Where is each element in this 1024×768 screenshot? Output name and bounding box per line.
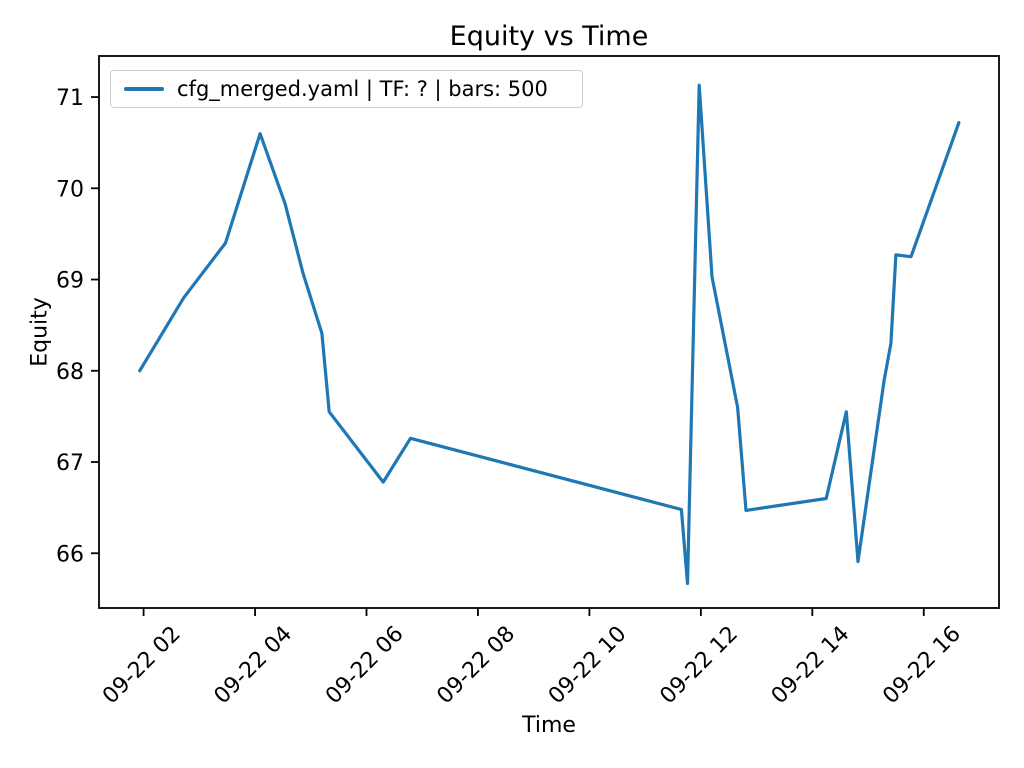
x-tick-label: 09-22 02	[98, 622, 186, 710]
legend: cfg_merged.yaml | TF: ? | bars: 500	[110, 70, 583, 108]
x-tick-label: 09-22 06	[321, 622, 409, 710]
x-tick-label: 09-22 14	[767, 622, 855, 710]
x-tick-label: 09-22 08	[432, 622, 520, 710]
y-tick-label: 70	[56, 177, 84, 202]
legend-series-label: cfg_merged.yaml | TF: ? | bars: 500	[177, 77, 548, 101]
y-tick-label: 67	[56, 451, 84, 476]
x-tick-label: 09-22 12	[655, 622, 743, 710]
chart-title: Equity vs Time	[449, 21, 649, 52]
x-tick-label: 09-22 10	[544, 622, 632, 710]
legend-line-sample	[124, 87, 164, 91]
y-tick-label: 66	[56, 542, 84, 567]
x-axis-label: Time	[522, 713, 576, 738]
y-tick-label: 71	[56, 86, 84, 111]
equity-line	[138, 83, 961, 586]
plot-border	[98, 55, 1000, 609]
y-tick-label: 68	[56, 360, 84, 385]
x-tick-label: 09-22 16	[878, 622, 966, 710]
x-tick-label: 09-22 04	[210, 622, 298, 710]
y-tick-label: 69	[56, 269, 84, 294]
